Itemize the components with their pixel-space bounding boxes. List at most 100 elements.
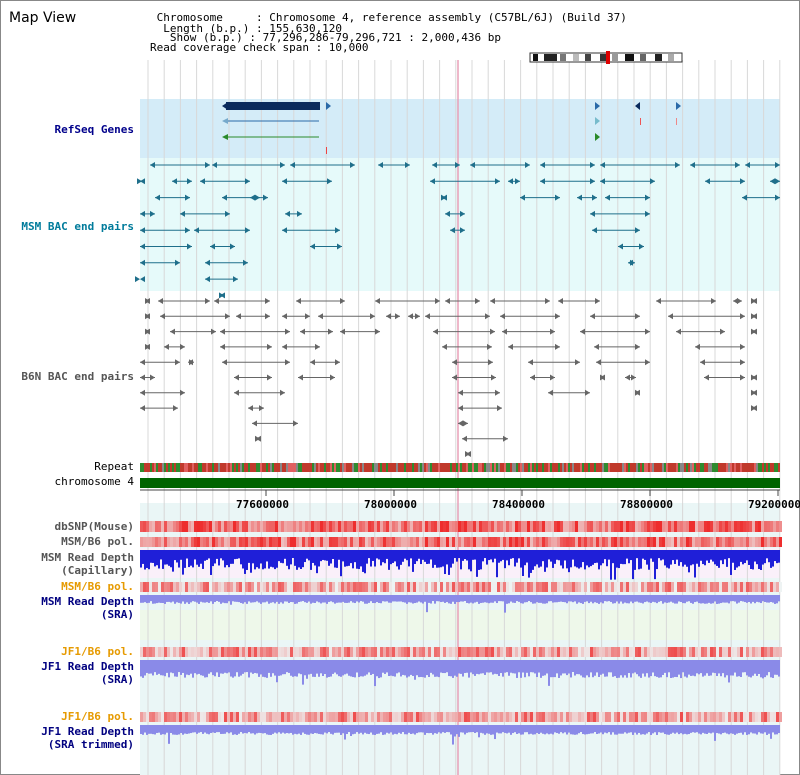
depth-bar [262, 660, 264, 677]
heat-cell [623, 582, 626, 592]
depth-bar [398, 595, 400, 602]
bac-end-marker [592, 194, 597, 201]
bac-end-marker [245, 178, 250, 185]
bac-end-marker [375, 298, 380, 304]
bac-end-marker [205, 298, 210, 304]
depth-bar [648, 550, 650, 570]
depth-bar [540, 725, 542, 733]
depth-bar [372, 725, 374, 735]
msm-b6-pol-sra-label: MSM/B6 pol. [61, 580, 134, 593]
heat-cell [725, 521, 728, 532]
depth-bar [642, 595, 644, 604]
depth-bar [650, 550, 652, 559]
heat-cell [647, 647, 650, 657]
repeat-segment [216, 463, 218, 472]
depth-bar [774, 595, 776, 604]
depth-bar [642, 550, 644, 559]
depth-bar [178, 725, 180, 735]
bac-end-marker [140, 374, 145, 381]
bac-end-marker [487, 343, 492, 350]
heat-cell [176, 537, 179, 547]
heat-cell [527, 582, 530, 592]
depth-bar [652, 725, 654, 734]
heat-cell [665, 712, 668, 722]
heat-cell [443, 712, 446, 722]
heat-cell [491, 712, 494, 722]
ideogram-band [544, 54, 557, 61]
bac-end-marker [405, 162, 410, 168]
depth-bar [182, 660, 184, 673]
repeat-segment [364, 463, 366, 472]
heat-cell [743, 537, 746, 547]
depth-bar [724, 550, 726, 560]
depth-bar [264, 725, 266, 734]
depth-bar [292, 595, 294, 603]
heat-cell [587, 712, 590, 722]
depth-bar [714, 595, 716, 602]
depth-bar [458, 725, 460, 737]
heat-cell [749, 647, 752, 657]
depth-bar [380, 595, 382, 604]
depth-bar [586, 595, 588, 602]
depth-bar [212, 660, 214, 676]
depth-bar [746, 660, 748, 676]
heat-cell [269, 712, 272, 722]
depth-bar [498, 660, 500, 676]
bac-end-marker [594, 343, 599, 350]
repeat-segment [664, 463, 666, 472]
depth-bar [664, 660, 666, 673]
heat-cell [731, 582, 734, 592]
heat-cell [761, 582, 764, 592]
repeat-segment [670, 463, 672, 472]
depth-bar [476, 595, 478, 602]
depth-bar [282, 725, 284, 733]
heat-cell [704, 582, 707, 592]
depth-bar [308, 725, 310, 735]
heat-cell [488, 582, 491, 592]
depth-bar [212, 725, 214, 733]
heat-cell [563, 647, 566, 657]
depth-bar [216, 550, 218, 559]
repeat-segment [382, 463, 384, 472]
heat-cell [311, 712, 314, 722]
bac-end-marker [328, 328, 333, 335]
heat-cell [320, 582, 323, 592]
bac-end-marker [285, 328, 290, 335]
depth-bar [270, 550, 272, 567]
depth-bar [202, 725, 204, 734]
depth-bar [298, 550, 300, 568]
heat-cell [161, 647, 164, 657]
depth-bar [576, 595, 578, 604]
depth-bar [318, 550, 320, 567]
depth-bar [720, 725, 722, 735]
depth-bar [204, 725, 206, 733]
depth-bar [416, 550, 418, 562]
depth-bar [182, 725, 184, 735]
depth-bar [670, 550, 672, 565]
depth-bar [656, 725, 658, 735]
depth-bar [402, 550, 404, 562]
depth-bar [610, 660, 612, 673]
depth-bar [690, 595, 692, 603]
bac-end-marker [645, 359, 650, 366]
repeat-segment [696, 463, 698, 472]
depth-bar [622, 725, 624, 734]
depth-bar [664, 550, 666, 566]
heat-cell [491, 521, 494, 532]
depth-bar [494, 550, 496, 559]
repeat-segment [358, 463, 360, 472]
depth-bar [606, 550, 608, 567]
depth-bar [704, 660, 706, 676]
depth-bar [530, 550, 532, 573]
heat-cell [629, 537, 632, 547]
heat-cell [179, 712, 182, 722]
repeat-segment [362, 463, 364, 472]
repeat-segment [516, 463, 518, 472]
depth-bar [524, 660, 526, 678]
depth-bar [660, 595, 662, 602]
depth-bar [298, 595, 300, 603]
depth-bar [364, 550, 366, 574]
heat-cell [503, 521, 506, 532]
heat-cell [470, 537, 473, 547]
